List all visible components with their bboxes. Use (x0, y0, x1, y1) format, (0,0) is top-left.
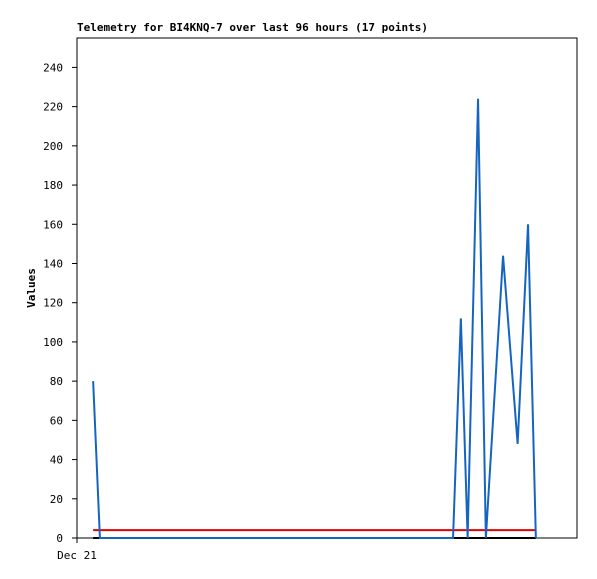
y-tick-label: 0 (56, 532, 63, 545)
y-tick-label: 240 (43, 61, 63, 74)
data-line (92, 98, 537, 539)
x-tick-label: Dec 21 (57, 549, 97, 562)
y-tick-label: 160 (43, 218, 63, 231)
y-axis-label: Values (25, 268, 38, 308)
y-tick-label: 60 (50, 414, 63, 427)
y-tick-label: 20 (50, 493, 63, 506)
y-tick-label: 40 (50, 454, 63, 467)
y-tick-label: 80 (50, 375, 63, 388)
y-tick-label: 100 (43, 336, 63, 349)
y-tick-label: 220 (43, 101, 63, 114)
y-tick-label: 120 (43, 297, 63, 310)
chart-title: Telemetry for BI4KNQ-7 over last 96 hour… (77, 21, 428, 34)
y-tick-label: 200 (43, 140, 63, 153)
y-tick-label: 180 (43, 179, 63, 192)
y-tick-label: 140 (43, 257, 63, 270)
